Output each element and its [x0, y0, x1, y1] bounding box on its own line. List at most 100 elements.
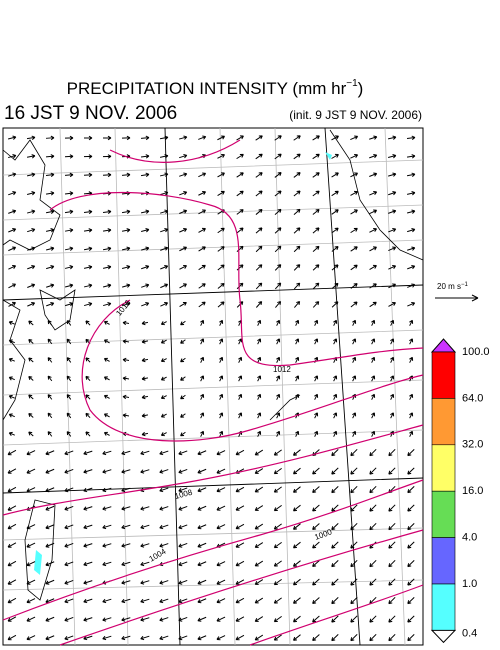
wind-arrow	[407, 467, 415, 475]
wind-arrow	[140, 524, 150, 530]
wind-arrow	[83, 172, 93, 178]
wind-arrow	[45, 524, 55, 530]
wind-arrow	[103, 376, 110, 381]
wind-arrow	[350, 522, 358, 531]
wind-arrow	[46, 265, 55, 270]
wind-arrow	[28, 320, 34, 326]
wind-arrow	[407, 264, 416, 270]
colorbar-segment	[431, 490, 456, 538]
wind-arrow	[45, 635, 55, 641]
wind-arrow	[8, 209, 17, 214]
wind-arrow	[159, 135, 169, 140]
wind-arrow	[46, 301, 55, 307]
wind-arrow	[103, 431, 110, 436]
wind-arrow	[141, 376, 149, 381]
wind-arrow	[160, 246, 169, 251]
wind-arrow	[369, 301, 377, 308]
wind-arrow	[83, 135, 93, 141]
wind-arrow	[274, 153, 282, 160]
wind-arrow	[350, 135, 359, 141]
wind-arrow	[160, 339, 167, 344]
wind-arrow	[180, 357, 186, 363]
wind-arrow	[64, 468, 74, 474]
wind-arrow	[200, 319, 205, 326]
wind-arrow	[407, 209, 416, 214]
wind-arrow	[179, 209, 188, 214]
init-time: (init. 9 JST 9 NOV. 2006)	[289, 108, 422, 122]
wind-arrow	[102, 487, 112, 493]
wind-arrow	[121, 487, 131, 493]
wind-arrow	[26, 191, 36, 196]
wind-arrow	[64, 265, 74, 270]
wind-arrow	[178, 579, 188, 585]
wind-arrow	[45, 542, 55, 548]
wind-arrow	[369, 264, 377, 270]
wind-arrow	[369, 153, 378, 159]
wind-arrow	[255, 245, 263, 253]
wind-arrow	[46, 283, 55, 288]
wind-arrow	[274, 172, 282, 178]
wind-arrow	[83, 487, 93, 493]
wind-arrow	[159, 524, 169, 530]
wind-arrow	[141, 431, 149, 437]
wind-arrow	[331, 467, 339, 475]
wind-arrow	[216, 505, 226, 511]
wind-arrow	[371, 375, 376, 382]
wind-arrow	[178, 616, 188, 622]
wind-arrow	[255, 282, 263, 290]
coast-kyushu	[39, 289, 76, 331]
wind-arrow	[407, 283, 416, 288]
wind-arrow	[7, 449, 17, 456]
wind-arrow	[407, 634, 415, 642]
wind-arrow	[312, 634, 320, 641]
wind-arrow	[159, 543, 169, 548]
wind-arrow	[178, 468, 188, 474]
wind-arrow	[197, 579, 207, 585]
wind-arrow	[140, 543, 150, 548]
coast-korea	[2, 139, 61, 251]
wind-arrow	[217, 190, 225, 196]
wind-arrow	[83, 524, 93, 530]
wind-arrow	[197, 616, 207, 622]
wind-arrow	[369, 578, 377, 586]
wind-arrow	[122, 394, 130, 400]
wind-arrow	[180, 413, 186, 418]
wind-arrow	[236, 153, 244, 160]
wind-arrow	[312, 190, 320, 197]
wind-arrow	[159, 450, 169, 456]
wind-arrow	[102, 265, 112, 270]
wind-arrow	[407, 615, 415, 623]
wind-arrow	[102, 283, 112, 288]
wind-arrow	[257, 393, 262, 400]
wind-arrow	[350, 485, 358, 494]
isobar	[109, 139, 241, 163]
wind-arrow	[273, 467, 282, 475]
wind-arrow	[121, 246, 131, 251]
wind-arrow	[276, 393, 281, 400]
wind-arrow	[257, 430, 262, 437]
wind-arrow	[331, 615, 339, 623]
wind-arrow	[276, 319, 281, 326]
wind-arrow	[331, 227, 339, 234]
wind-arrow	[293, 208, 301, 215]
wind-arrow	[66, 357, 72, 363]
wind-arrow	[312, 135, 320, 141]
wind-arrow	[159, 172, 169, 177]
wind-arrow	[274, 135, 282, 141]
wind-arrow	[312, 560, 320, 567]
wind-arrow	[350, 264, 358, 271]
wind-arrow	[64, 598, 74, 604]
wind-arrow	[64, 524, 74, 530]
wind-arrow	[312, 597, 320, 604]
wind-arrow	[295, 319, 300, 326]
wind-arrow	[121, 228, 131, 233]
wind-arrow	[197, 598, 207, 604]
colorbar-segment	[431, 398, 456, 446]
wind-arrow	[141, 264, 150, 270]
wind-arrow	[200, 430, 205, 437]
wind-arrow	[160, 227, 169, 233]
wind-arrow	[390, 319, 395, 326]
wind-arrow	[27, 227, 36, 233]
wind-arrow	[273, 578, 282, 586]
wind-arrow	[28, 357, 34, 363]
